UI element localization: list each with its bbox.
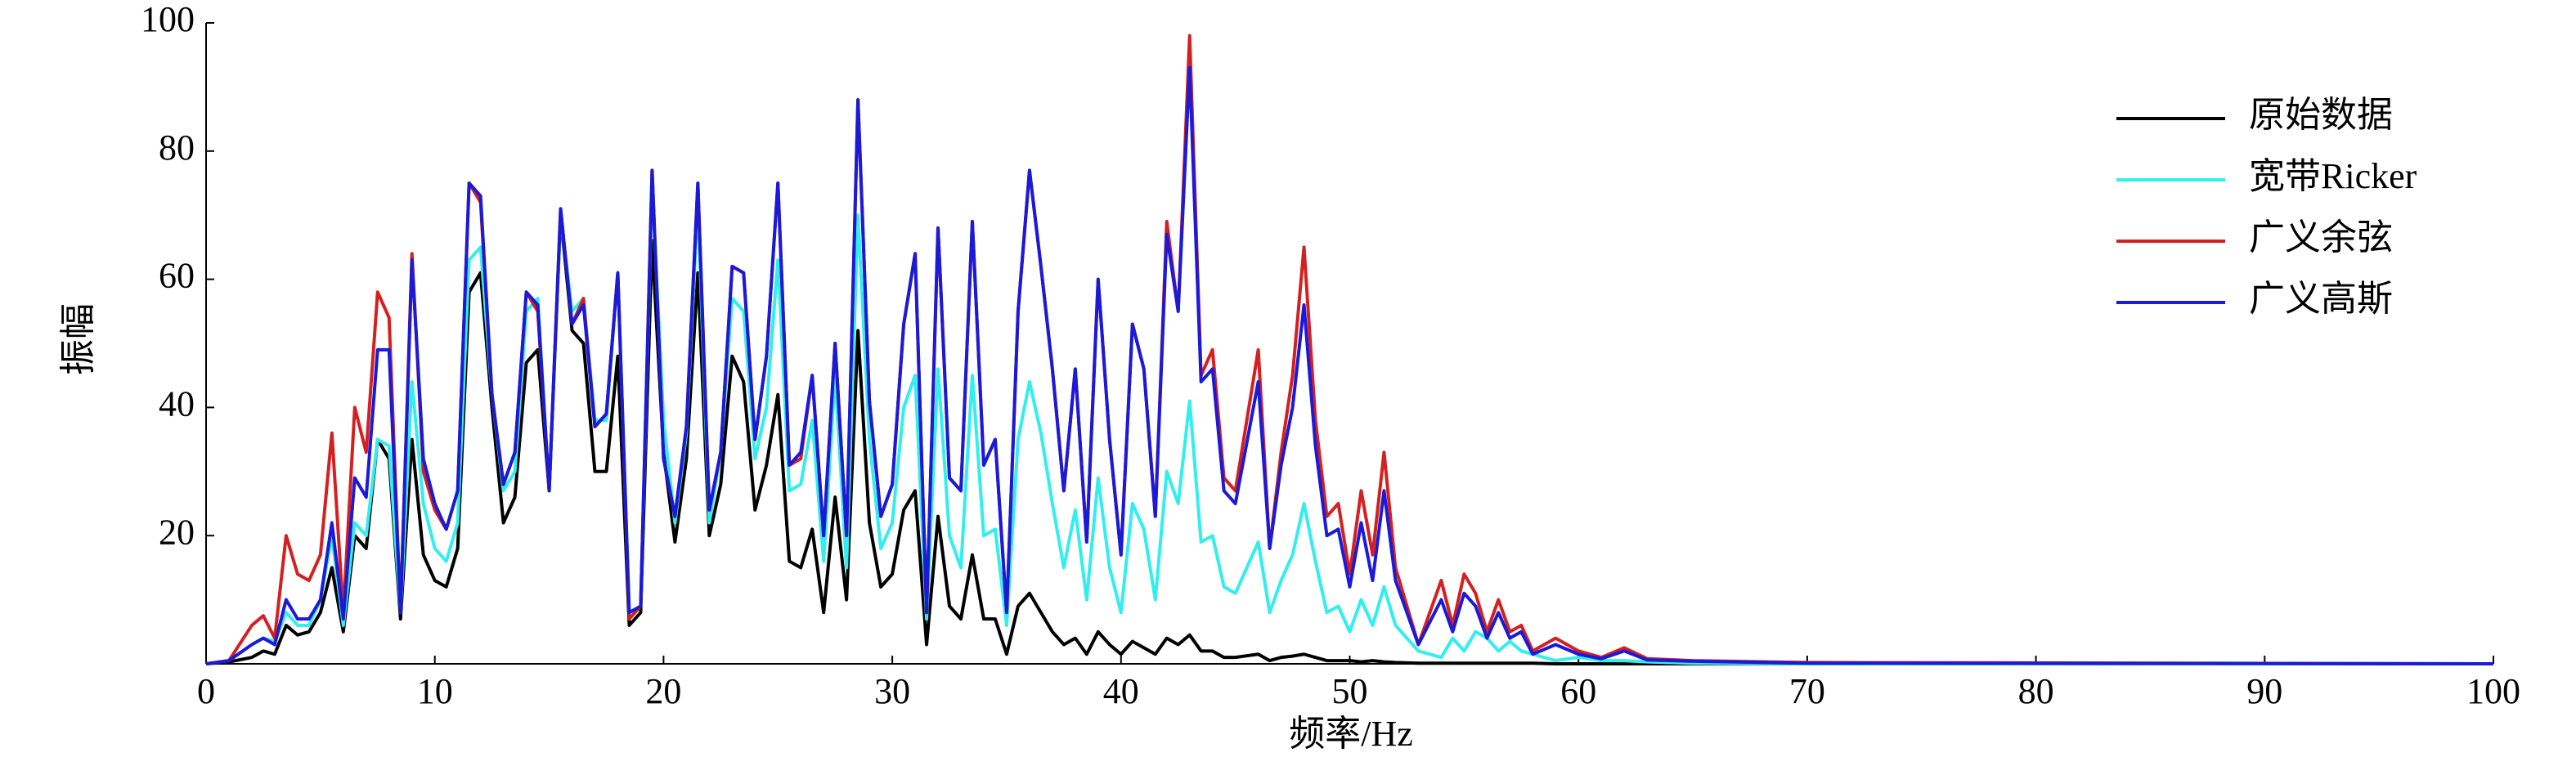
- x-tick-label: 40: [1103, 671, 1139, 711]
- x-tick-label: 50: [1332, 671, 1368, 711]
- legend-label: 原始数据: [2249, 95, 2393, 135]
- y-tick-label: 100: [141, 0, 195, 39]
- y-tick-label: 60: [159, 256, 195, 296]
- legend-label: 广义高斯: [2249, 279, 2393, 319]
- y-tick-label: 20: [159, 512, 195, 552]
- x-tick-label: 100: [2466, 671, 2520, 711]
- x-tick-label: 70: [1789, 671, 1825, 711]
- y-tick-label: 80: [159, 128, 195, 168]
- series-line: [205, 213, 2493, 665]
- y-tick-label: 40: [159, 383, 195, 423]
- x-tick-label: 20: [645, 671, 681, 711]
- legend-label: 宽带Ricker: [2249, 156, 2417, 196]
- x-tick-label: 90: [2246, 671, 2282, 711]
- x-tick-label: 60: [1560, 671, 1596, 711]
- legend-label: 广义余弦: [2249, 217, 2393, 258]
- x-tick-label: 30: [874, 671, 910, 711]
- y-axis-label: 振幅: [58, 303, 98, 375]
- x-tick-label: 80: [2018, 671, 2054, 711]
- series-line: [205, 34, 2494, 665]
- x-tick-label: 10: [417, 671, 453, 711]
- x-axis-label: 频率/Hz: [1289, 714, 1413, 754]
- x-tick-label: 0: [197, 671, 215, 711]
- series-line: [205, 181, 2493, 665]
- series-line: [205, 65, 2494, 665]
